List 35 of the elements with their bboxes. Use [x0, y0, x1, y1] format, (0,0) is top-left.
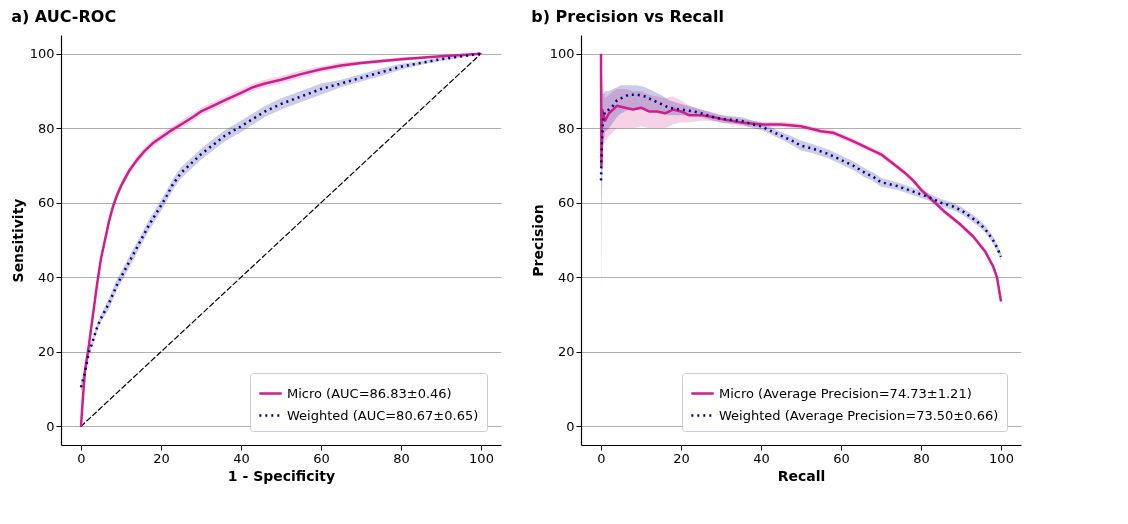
y-tick-label: 20	[557, 344, 575, 360]
y-tick-label: 60	[37, 195, 55, 211]
chart-title: b) Precision vs Recall	[531, 7, 724, 26]
y-tick-label: 40	[557, 269, 575, 285]
x-tick-label: 0	[77, 450, 86, 466]
x-tick-label: 80	[393, 450, 410, 466]
x-tick-label: 0	[597, 450, 606, 466]
legend-label: Micro (Average Precision=74.73±1.21)	[719, 385, 972, 401]
x-tick-label: 60	[313, 450, 330, 466]
x-axis-title: 1 - Specificity	[227, 467, 336, 484]
legend-label: Micro (AUC=86.83±0.46)	[287, 385, 452, 401]
y-axis-title: Sensitivity	[9, 198, 26, 283]
x-axis-title: Recall	[777, 467, 826, 484]
y-tick-label: 80	[557, 120, 575, 136]
x-tick-label: 100	[989, 450, 1014, 466]
y-tick-label: 0	[46, 418, 55, 434]
x-tick-label: 40	[753, 450, 770, 466]
y-tick-label: 60	[557, 195, 575, 211]
y-tick-label: 40	[37, 269, 55, 285]
y-tick-label: 100	[549, 46, 575, 62]
x-tick-label: 20	[153, 450, 170, 466]
legend-label: Weighted (AUC=80.67±0.65)	[287, 407, 479, 423]
x-tick-label: 40	[233, 450, 250, 466]
y-axis-title: Precision	[529, 204, 546, 277]
x-tick-label: 60	[833, 450, 850, 466]
legend-label: Weighted (Average Precision=73.50±0.66)	[719, 407, 999, 423]
line-series	[599, 93, 1003, 259]
x-tick-label: 100	[469, 450, 494, 466]
y-tick-label: 20	[37, 344, 55, 360]
x-tick-label: 20	[673, 450, 690, 466]
x-tick-label: 80	[913, 450, 930, 466]
y-tick-label: 0	[566, 418, 575, 434]
y-tick-label: 100	[29, 46, 55, 62]
chart-title: a) AUC-ROC	[11, 7, 117, 26]
y-tick-label: 80	[37, 120, 55, 136]
